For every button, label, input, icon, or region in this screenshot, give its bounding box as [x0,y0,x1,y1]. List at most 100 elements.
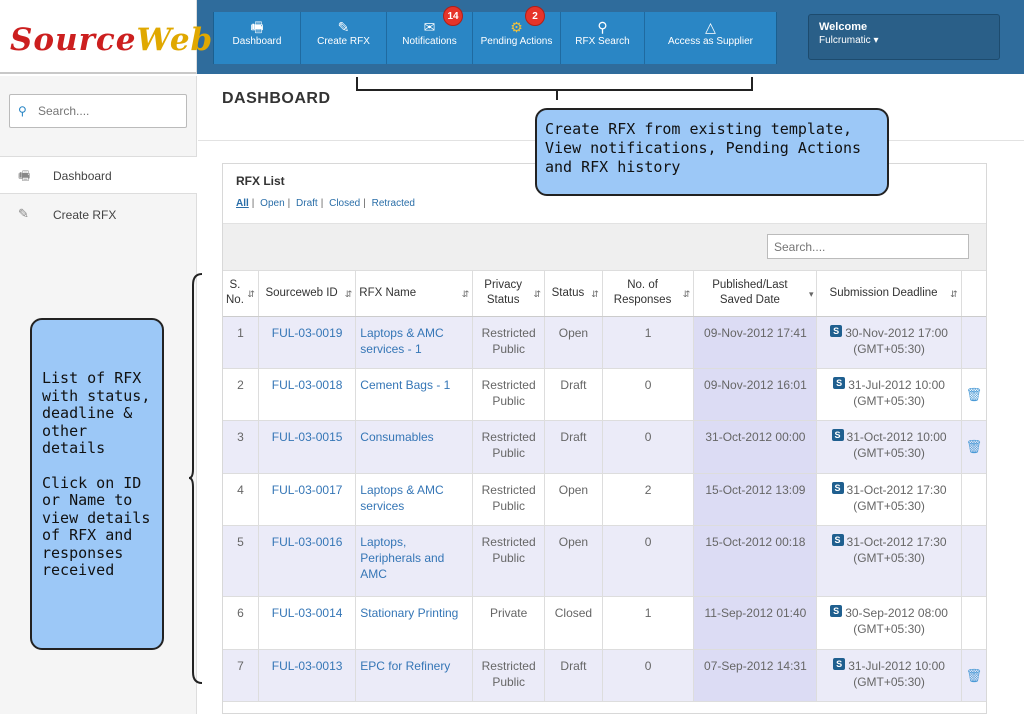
monitor-icon: 🖷 [18,168,31,183]
nav-dashboard[interactable]: 🖷 Dashboard [214,12,300,64]
filter-open[interactable]: Open [260,198,285,209]
cell-sno: 4 [223,473,259,526]
cell-sno: 7 [223,649,259,702]
annotation-bracket-tick [556,91,558,100]
cell-id[interactable]: FUL-03-0016 [258,525,357,597]
deadline-timezone: (GMT+05:30) [853,393,925,408]
cell-published: 15-Oct-2012 13:09 [693,473,818,526]
col-privacy[interactable]: Privacy Status ⇵ [472,271,546,317]
cell-name[interactable]: Laptops & AMC services [355,473,474,526]
table-search-input[interactable] [767,234,969,259]
col-responses[interactable]: No. of Responses ⇵ [602,271,695,317]
table-header-row: S. No. ⇵ Sourceweb ID ⇵ RFX Name ⇵ Privacy … [223,271,986,317]
nav-notifications[interactable]: ✉ Notifications 14 [386,6,472,64]
col-sno[interactable]: S. No. ⇵ [223,271,259,317]
col-deadline-label: Submission Deadline [829,286,938,299]
edit-icon: ✎ [18,206,29,221]
col-name-label: RFX Name [359,286,417,299]
nav-rfx-search[interactable]: ⚲ RFX Search [560,12,644,64]
filter-retracted[interactable]: Retracted [371,198,415,209]
table-row[interactable]: 3 FUL-03-0015 Consumables Restricted Public… [223,420,986,474]
table-row[interactable]: 6 FUL-03-0014 Stationary Printing Private Cl… [223,596,986,650]
s-badge-icon: S [830,324,843,337]
filter-closed[interactable]: Closed [329,198,361,209]
cell-actions: 🗑 [961,368,986,421]
cell-responses: 1 [602,596,695,650]
rfx-table: S. No. ⇵ Sourceweb ID ⇵ RFX Name ⇵ Privacy … [223,271,986,702]
sort-icon: ⇵ [461,289,470,299]
cell-deadline: S 30-Nov-2012 17:00 (GMT+05:30) [816,316,962,369]
cell-deadline: S 31-Jul-2012 10:00 (GMT+05:30) [816,649,962,702]
filter-all[interactable]: All [236,198,249,209]
col-name[interactable]: RFX Name ⇵ [355,271,474,317]
cell-privacy: Restricted Public [472,420,546,474]
cell-sno: 3 [223,420,259,474]
deadline-timezone: (GMT+05:30) [853,621,925,636]
nav-pending-actions[interactable]: ⚙ Pending Actions 2 [472,6,560,64]
s-badge-icon: S [830,604,843,617]
user-name-dropdown[interactable]: Fulcrumatic ▾ [819,35,879,46]
cell-id[interactable]: FUL-03-0017 [258,473,357,526]
deadline-date: 30-Sep-2012 08:00 [845,605,948,620]
col-id-label: Sourceweb ID [265,286,338,299]
cell-actions [961,473,986,526]
cell-actions [961,525,986,597]
cell-deadline: S 31-Oct-2012 17:30 (GMT+05:30) [816,525,962,597]
col-deadline[interactable]: Submission Deadline ⇵ [816,271,962,317]
edit-icon: ✎ [337,19,350,35]
cell-id[interactable]: FUL-03-0019 [258,316,357,369]
sort-icon: ⇵ [533,289,542,299]
cell-id[interactable]: FUL-03-0013 [258,649,357,702]
table-row[interactable]: 5 FUL-03-0016 Laptops, Peripherals and AMC… [223,525,986,597]
table-row[interactable]: 4 FUL-03-0017 Laptops & AMC services Restri… [223,473,986,526]
nav-access-as-supplier[interactable]: △ Access as Supplier [644,12,776,64]
trash-icon[interactable]: 🗑 [965,438,983,454]
logo[interactable]: SourceWeb [10,22,213,58]
col-sno-label: S. No. [226,279,244,307]
col-published[interactable]: Published/Last Saved Date ▾ [693,271,818,317]
table-row[interactable]: 7 FUL-03-0013 EPC for Refinery Restricted P… [223,649,986,702]
cell-id[interactable]: FUL-03-0015 [258,420,357,474]
cell-name[interactable]: Laptops & AMC services - 1 [355,316,474,369]
deadline-date: 31-Jul-2012 10:00 [848,377,945,392]
cell-deadline: S 31-Jul-2012 10:00 (GMT+05:30) [816,368,962,421]
annotation-brace [189,273,203,684]
logo-source: Source [10,22,137,58]
filter-draft[interactable]: Draft [296,198,318,209]
table-row[interactable]: 2 FUL-03-0018 Cement Bags - 1 Restricted Pu… [223,368,986,421]
cell-name[interactable]: Laptops, Peripherals and AMC [355,525,474,597]
cell-published: 09-Nov-2012 17:41 [693,316,818,369]
cell-actions [961,316,986,369]
logo-web: Web [136,22,214,58]
cell-privacy: Restricted Public [472,316,546,369]
user-menu[interactable]: Welcome Fulcrumatic ▾ [808,14,1000,60]
panel-title: RFX List [236,174,285,188]
sidebar-search-input[interactable] [36,101,176,121]
cell-id[interactable]: FUL-03-0014 [258,596,357,650]
sort-icon: ⇵ [344,289,353,299]
separator: | [287,198,291,209]
annotation-left-text-2: Click on ID or Name to view details of R… [42,473,151,579]
cell-id[interactable]: FUL-03-0018 [258,368,357,421]
table-row[interactable]: 1 FUL-03-0019 Laptops & AMC services - 1 Re… [223,316,986,369]
cell-name[interactable]: Consumables [355,420,474,474]
deadline-date: 31-Oct-2012 17:30 [846,534,947,549]
cell-responses: 0 [602,525,695,597]
deadline-date: 31-Jul-2012 10:00 [848,658,945,673]
deadline-date: 31-Oct-2012 10:00 [846,429,947,444]
col-status[interactable]: Status ⇵ [544,271,603,317]
nav-create-rfx[interactable]: ✎ Create RFX [300,12,386,64]
cell-name[interactable]: EPC for Refinery [355,649,474,702]
cell-privacy: Private [472,596,546,650]
sidebar-item-dashboard[interactable]: 🖷 Dashboard [0,156,197,194]
nav-rfx-search-label: RFX Search [575,36,630,47]
cell-name[interactable]: Cement Bags - 1 [355,368,474,421]
sidebar-item-create-rfx[interactable]: ✎ Create RFX [0,196,197,234]
trash-icon[interactable]: 🗑 [965,386,983,402]
col-id[interactable]: Sourceweb ID ⇵ [258,271,357,317]
cell-sno: 5 [223,525,259,597]
sidebar-item-label: Create RFX [53,208,117,222]
trash-icon[interactable]: 🗑 [965,667,983,683]
cell-responses: 0 [602,649,695,702]
cell-name[interactable]: Stationary Printing [355,596,474,650]
